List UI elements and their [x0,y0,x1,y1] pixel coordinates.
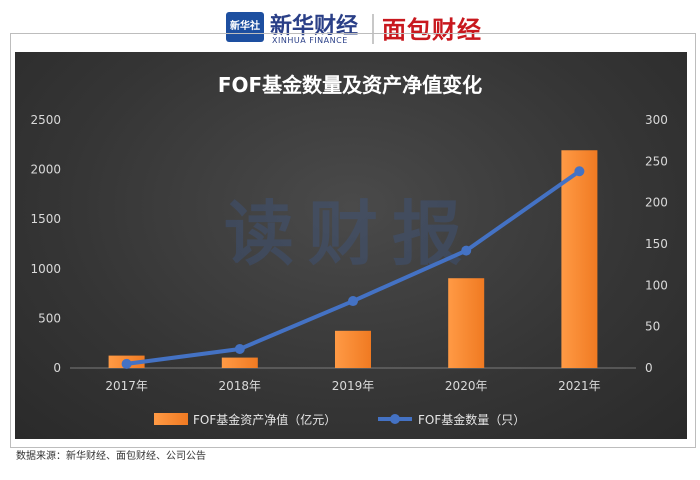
x-tick-label: 2021年 [558,379,601,393]
legend-bar-label: FOF基金资产净值（亿元） [193,412,336,427]
line-point [234,343,245,354]
y-right-tick-label: 50 [645,320,660,334]
xinhua-news-logo: 新华社 [226,12,264,42]
line-point [121,358,132,369]
y-left-tick-label: 500 [38,311,61,325]
x-tick-label: 2019年 [332,379,375,393]
bar [448,278,485,368]
y-right-tick-label: 250 [645,154,668,168]
line-point [348,296,358,307]
bar [221,357,258,368]
line-point [461,245,472,256]
chart-title: FOF基金数量及资产净值变化 [218,73,482,97]
legend-bar-swatch [154,413,188,425]
figure-frame [10,33,696,448]
header: 新华社 新华财经 XINHUA FINANCE 面包财经 [0,0,700,52]
legend-line-label: FOF基金数量（只） [418,412,525,427]
data-source-note: 数据来源：新华财经、面包财经、公司公告 [16,451,206,462]
x-tick-label: 2017年 [105,379,148,393]
logo-divider [372,14,374,44]
y-right-tick-label: 300 [645,113,668,127]
y-right-tick-label: 200 [645,196,668,210]
y-left-tick-label: 1500 [30,212,61,226]
bar-series [108,150,598,368]
axes: 0 500 1000 1500 2000 2500 0 50 100 150 200 250 300 20… [30,113,667,393]
y-left-tick-label: 0 [53,361,61,375]
x-tick-label: 2018年 [219,379,262,393]
y-left-tick-label: 2000 [30,163,61,177]
bar [335,330,371,368]
y-left-tick-label: 2500 [30,113,61,127]
xinhua-finance-logo-en: XINHUA FINANCE [272,36,348,45]
y-right-tick-label: 100 [645,278,668,292]
y-left-tick-label: 1000 [30,262,61,276]
line-point [574,166,585,177]
watermark: 读财报 [224,193,476,275]
x-tick-label: 2020年 [445,379,488,393]
xinhua-finance-logo: 新华财经 [270,13,359,39]
bar [561,150,598,368]
y-right-tick-label: 150 [645,237,668,251]
mianbao-finance-logo: 面包财经 [382,16,482,44]
legend-line-marker [390,414,400,424]
line-series [121,166,585,369]
y-right-tick-label: 0 [645,361,653,375]
legend: FOF基金资产净值（亿元） FOF基金数量（只） [154,412,525,427]
